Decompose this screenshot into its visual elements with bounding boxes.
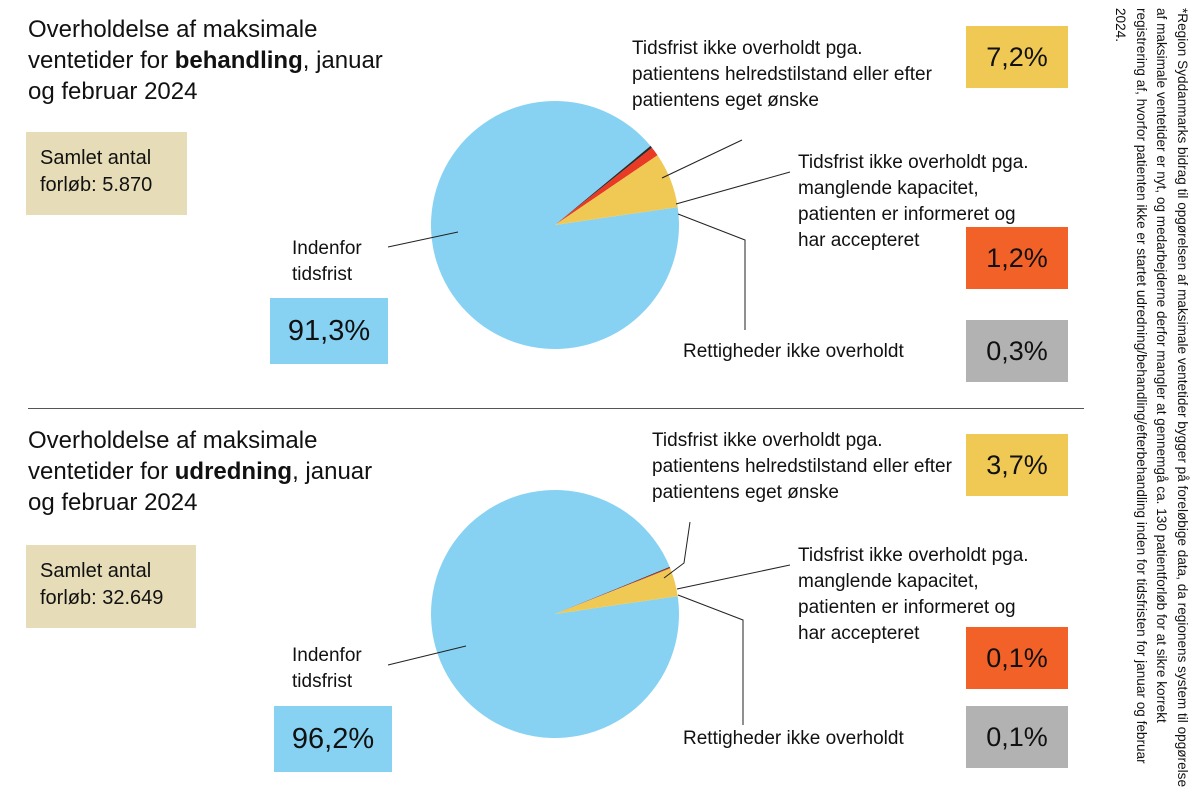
- kapacitet-pct-behandling: 1,2%: [966, 227, 1068, 289]
- footnote: *Region Syddanmarks bidrag til opgørelse…: [1113, 8, 1191, 788]
- slice-helbred: [555, 155, 678, 225]
- chart-title-behandling: Overholdelse af maksimale ventetider for…: [28, 14, 388, 107]
- helbred-label-udredning: Tidsfrist ikke overholdt pga. patientens…: [652, 430, 952, 503]
- slice-indenfor: [430, 100, 679, 349]
- leader-inside-udredning: [387, 645, 467, 666]
- leader-kapacitet-behandling: [675, 171, 791, 205]
- title-bold-text: behandling: [174, 47, 303, 74]
- chart-title-udredning: Overholdelse af maksimale ventetider for…: [28, 425, 388, 518]
- title-text: Overholdelse af maksimale ventetider for: [28, 427, 318, 485]
- helbred-pct-behandling: 7,2%: [966, 26, 1068, 88]
- kapacitet-label-udredning: Tidsfrist ikke overholdt pga. manglende …: [798, 545, 1029, 644]
- inside-label-behandling: Indenfor tidsfrist: [292, 238, 362, 285]
- rettigheder-pct-udredning: 0,1%: [966, 706, 1068, 768]
- helbred-pct-udredning: 3,7%: [966, 434, 1068, 496]
- section-divider: [28, 408, 1084, 409]
- slice-rettigheder: [555, 145, 652, 225]
- title-bold-text: udredning: [174, 458, 293, 485]
- leader-helbred-behandling: [661, 139, 743, 179]
- leader-rettigheder-udredning: [677, 594, 744, 725]
- leader-helbred-udredning: [663, 521, 691, 579]
- footnote-container: *Region Syddanmarks bidrag til opgørelse…: [1092, 8, 1192, 793]
- leader-lines: [387, 139, 791, 725]
- pie-udredning: [431, 490, 680, 739]
- kapacitet-label-behandling: Tidsfrist ikke overholdt pga. manglende …: [798, 152, 1029, 251]
- slice-indenfor: [431, 490, 680, 739]
- title-text-end: , januar og februar 2024: [28, 458, 373, 516]
- leader-inside-behandling: [387, 231, 459, 248]
- slice-kapacitet: [555, 567, 671, 614]
- inside-pct-udredning: 96,2%: [274, 706, 392, 772]
- inside-label-udredning: Indenfor tidsfrist: [292, 645, 362, 692]
- total-count-udredning: Samlet antal forløb: 32.649: [26, 545, 196, 628]
- title-text-end: , januar og februar 2024: [28, 47, 383, 105]
- leader-kapacitet-udredning: [676, 564, 791, 590]
- helbred-label-behandling: Tidsfrist ikke overholdt pga. patientens…: [632, 38, 932, 111]
- kapacitet-pct-udredning: 0,1%: [966, 627, 1068, 689]
- slice-kapacitet: [555, 147, 658, 225]
- slice-rettigheder: [555, 566, 670, 614]
- rettigheder-pct-behandling: 0,3%: [966, 320, 1068, 382]
- title-text: Overholdelse af maksimale ventetider for: [28, 16, 318, 74]
- rettigheder-label-behandling: Rettigheder ikke overholdt: [683, 341, 904, 362]
- total-count-behandling: Samlet antal forløb: 5.870: [26, 132, 187, 215]
- leader-rettigheder-behandling: [677, 213, 746, 330]
- inside-pct-behandling: 91,3%: [270, 298, 388, 364]
- pie-behandling: [430, 100, 679, 349]
- rettigheder-label-udredning: Rettigheder ikke overholdt: [683, 728, 904, 749]
- slice-helbred: [555, 568, 678, 614]
